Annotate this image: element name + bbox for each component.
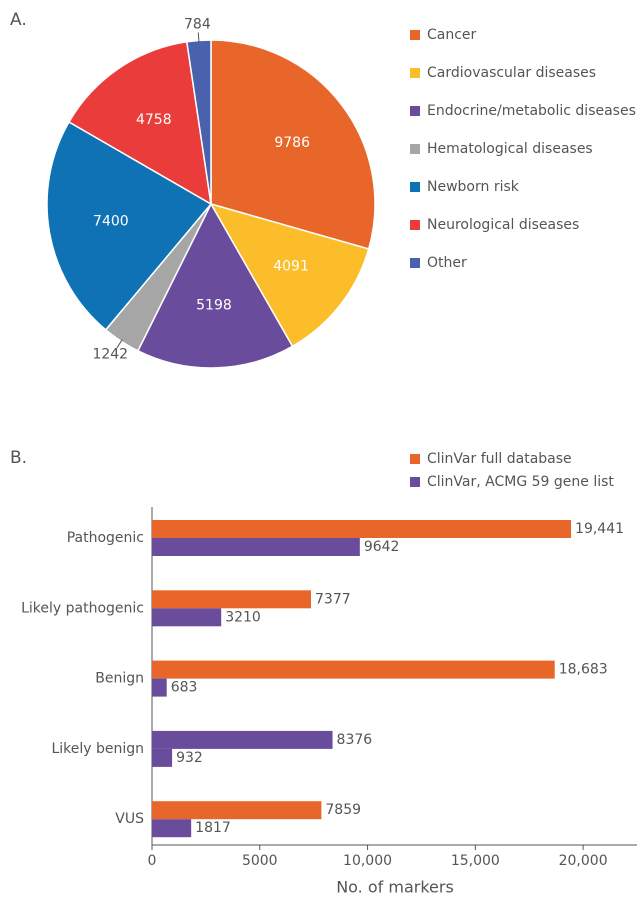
leader-line (197, 32, 200, 43)
pie-slice (46, 120, 213, 331)
bar-label: 3210 (225, 609, 261, 625)
legend-label: ClinVar, ACMG 59 gene list (427, 474, 614, 490)
pie-slice (209, 202, 370, 348)
bar (152, 801, 322, 820)
bar (152, 819, 192, 838)
legend-swatch (410, 182, 420, 192)
legend-label: Hematological diseases (427, 141, 593, 157)
panel-label: A. (10, 10, 27, 30)
legend-swatch (410, 220, 420, 230)
x-tick-label: 15,000 (451, 853, 500, 869)
leader-line (116, 339, 123, 349)
slice-label: 4091 (273, 259, 309, 275)
pie-slice (136, 202, 294, 369)
legend-swatch (410, 454, 420, 464)
slice-label: 5198 (196, 298, 232, 314)
slice-label: 7400 (93, 214, 129, 230)
legend-swatch (410, 30, 420, 40)
x-axis-label: No. of markers (336, 878, 454, 897)
slice-label: 9786 (274, 135, 310, 151)
bar (152, 748, 173, 767)
x-tick-label: 0 (148, 853, 157, 869)
bar-label: 8376 (337, 732, 373, 748)
y-tick-label: VUS (115, 811, 144, 827)
legend-label: Cardiovascular diseases (427, 65, 596, 81)
legend-swatch (410, 477, 420, 487)
bar-label: 19,441 (575, 521, 624, 537)
y-tick-label: Pathogenic (67, 530, 144, 546)
slice-label: 784 (184, 16, 211, 32)
bar-label: 7377 (315, 591, 351, 607)
bar-label: 932 (176, 750, 203, 766)
legend-swatch (410, 144, 420, 154)
panel-label: B. (10, 448, 27, 468)
bar (152, 608, 222, 627)
legend-label: ClinVar full database (427, 451, 572, 467)
bar-label: 7859 (325, 802, 361, 818)
x-tick-label: 10,000 (343, 853, 392, 869)
bar-label: 1817 (195, 820, 231, 836)
pie-slice (210, 39, 376, 250)
slice-label: 4758 (136, 112, 172, 128)
bar-label: 683 (171, 680, 198, 696)
y-tick-label: Likely benign (51, 741, 144, 757)
bar-label: 18,683 (559, 662, 608, 678)
bar-label: 9642 (364, 539, 400, 555)
legend-label: Newborn risk (427, 179, 520, 195)
legend-swatch (410, 68, 420, 78)
bar (152, 678, 167, 697)
legend-label: Cancer (427, 27, 477, 43)
legend-label: Other (427, 255, 467, 271)
pie-slice (67, 40, 212, 206)
y-tick-label: Benign (95, 671, 144, 687)
bar (152, 538, 360, 556)
legend-swatch (410, 106, 420, 116)
y-tick-label: Likely pathogenic (21, 600, 144, 616)
legend-label: Endocrine/metabolic diseases (427, 103, 636, 119)
legend-label: Neurological diseases (427, 217, 579, 233)
x-tick-label: 5000 (242, 853, 278, 869)
legend-swatch (410, 258, 420, 268)
bar (152, 660, 555, 679)
bar (152, 590, 312, 609)
x-tick-label: 20,000 (559, 853, 608, 869)
slice-label: 1242 (92, 347, 128, 363)
bar (152, 520, 572, 538)
bar (152, 730, 333, 749)
